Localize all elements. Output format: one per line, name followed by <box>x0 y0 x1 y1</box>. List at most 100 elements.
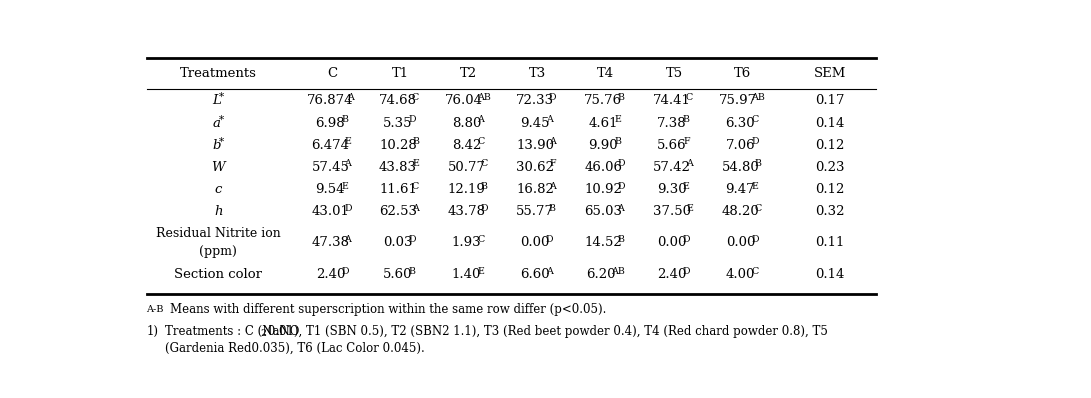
Text: *: * <box>219 92 224 102</box>
Text: 8.42: 8.42 <box>452 139 481 152</box>
Text: T4: T4 <box>597 67 614 80</box>
Text: 0.00: 0.00 <box>726 236 755 249</box>
Text: A: A <box>348 93 355 102</box>
Text: T1: T1 <box>392 67 409 80</box>
Text: E: E <box>341 181 348 191</box>
Text: T5: T5 <box>666 67 683 80</box>
Text: 1.40: 1.40 <box>452 268 481 281</box>
Text: 72.33: 72.33 <box>516 94 554 107</box>
Text: 4.00: 4.00 <box>726 268 755 281</box>
Text: 57.45: 57.45 <box>311 161 349 174</box>
Text: 47.38: 47.38 <box>311 236 349 249</box>
Text: B: B <box>618 93 624 102</box>
Text: B: B <box>755 160 762 168</box>
Text: B: B <box>683 115 690 124</box>
Text: D: D <box>546 235 553 244</box>
Text: E: E <box>683 181 690 191</box>
Text: C: C <box>412 181 419 191</box>
Text: D: D <box>344 204 351 213</box>
Text: 50.77: 50.77 <box>447 161 485 174</box>
Text: C: C <box>412 93 419 102</box>
Text: W: W <box>212 161 225 174</box>
Text: 9.54: 9.54 <box>315 183 345 196</box>
Text: Residual Nitrite ion: Residual Nitrite ion <box>156 227 280 240</box>
Text: T2: T2 <box>460 67 477 80</box>
Text: 48.20: 48.20 <box>721 205 759 218</box>
Text: C: C <box>686 93 693 102</box>
Text: E: E <box>478 267 484 276</box>
Text: D: D <box>683 267 691 276</box>
Text: 74.68: 74.68 <box>379 94 417 107</box>
Text: A: A <box>549 137 556 146</box>
Text: 76.04: 76.04 <box>445 94 483 107</box>
Text: 0.12: 0.12 <box>815 183 844 196</box>
Text: B: B <box>549 204 556 213</box>
Text: 54.80: 54.80 <box>721 161 759 174</box>
Text: C: C <box>754 204 762 213</box>
Text: D: D <box>549 93 556 102</box>
Text: 65.03: 65.03 <box>585 205 623 218</box>
Text: AB: AB <box>751 93 765 102</box>
Text: 2: 2 <box>261 329 266 338</box>
Text: 0.03: 0.03 <box>383 236 412 249</box>
Text: 4.61: 4.61 <box>589 117 619 130</box>
Text: SEM: SEM <box>814 67 846 80</box>
Text: B: B <box>412 137 419 146</box>
Text: A: A <box>549 181 556 191</box>
Text: 9.30: 9.30 <box>657 183 686 196</box>
Text: 16.82: 16.82 <box>516 183 554 196</box>
Text: 75.76: 75.76 <box>585 94 623 107</box>
Text: E: E <box>614 115 622 124</box>
Text: 30.62: 30.62 <box>516 161 554 174</box>
Text: 0.17: 0.17 <box>815 94 844 107</box>
Text: 0.11: 0.11 <box>815 236 844 249</box>
Text: A-B: A-B <box>146 305 164 314</box>
Text: C: C <box>327 67 337 80</box>
Text: D: D <box>618 181 625 191</box>
Text: 0.14: 0.14 <box>815 117 844 130</box>
Text: 57.42: 57.42 <box>654 161 691 174</box>
Text: 6.60: 6.60 <box>520 268 550 281</box>
Text: 37.50: 37.50 <box>652 205 691 218</box>
Text: 7.06: 7.06 <box>726 139 755 152</box>
Text: T3: T3 <box>528 67 546 80</box>
Text: 6.98: 6.98 <box>315 117 345 130</box>
Text: D: D <box>480 204 488 213</box>
Text: (ppm): (ppm) <box>200 245 238 258</box>
Text: 11.61: 11.61 <box>379 183 417 196</box>
Text: b: b <box>213 139 220 152</box>
Text: B: B <box>618 235 624 244</box>
Text: 12.19: 12.19 <box>447 183 485 196</box>
Text: B: B <box>341 115 348 124</box>
Text: 0.00: 0.00 <box>520 236 550 249</box>
Text: 43.83: 43.83 <box>379 161 417 174</box>
Text: *: * <box>219 137 224 146</box>
Text: B: B <box>614 137 622 146</box>
Text: c: c <box>215 183 223 196</box>
Text: E: E <box>752 181 758 191</box>
Text: F: F <box>683 137 690 146</box>
Text: C: C <box>477 137 484 146</box>
Text: C: C <box>480 160 488 168</box>
Text: Means with different superscription within the same row differ (p<0.05).: Means with different superscription with… <box>170 303 607 316</box>
Text: B: B <box>480 181 488 191</box>
Text: 43.01: 43.01 <box>311 205 349 218</box>
Text: 9.90: 9.90 <box>589 139 619 152</box>
Text: 13.90: 13.90 <box>516 139 554 152</box>
Text: C: C <box>752 115 758 124</box>
Text: A: A <box>618 204 624 213</box>
Text: 7.38: 7.38 <box>657 117 686 130</box>
Text: 0.01), T1 (SBN 0.5), T2 (SBN2 1.1), T3 (Red beet powder 0.4), T4 (Red chard powd: 0.01), T1 (SBN 0.5), T2 (SBN2 1.1), T3 (… <box>264 325 828 338</box>
Text: 0.14: 0.14 <box>815 268 844 281</box>
Text: D: D <box>751 137 758 146</box>
Text: E: E <box>412 160 419 168</box>
Text: 14.52: 14.52 <box>585 236 622 249</box>
Text: D: D <box>683 235 691 244</box>
Text: 10.28: 10.28 <box>379 139 417 152</box>
Text: 0.23: 0.23 <box>815 161 844 174</box>
Text: h: h <box>214 205 223 218</box>
Text: D: D <box>618 160 625 168</box>
Text: L: L <box>212 94 220 107</box>
Text: 9.45: 9.45 <box>520 117 550 130</box>
Text: AB: AB <box>611 267 625 276</box>
